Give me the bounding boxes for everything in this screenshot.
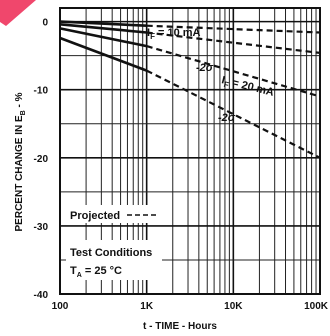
annotation-if-20ma: IF = 20 mA	[220, 74, 275, 101]
annotation-sigma-1: -2σ	[196, 62, 214, 74]
series-s3-measured	[59, 27, 147, 48]
x-tick-label: 1K	[140, 301, 154, 312]
test-conditions-label: Test Conditions	[70, 247, 152, 259]
annotation-sigma-2: -2σ	[218, 112, 236, 124]
ambient-temp-label: TA = 25 °C	[70, 265, 122, 279]
grid	[60, 8, 320, 294]
x-tick-labels: 100 1K 10K 100K	[52, 301, 329, 312]
y-tick-label: -30	[34, 222, 49, 233]
y-tick-labels: 0 -10 -20 -30 -40	[34, 18, 49, 301]
x-tick-label: 10K	[224, 301, 243, 312]
legend-bg	[66, 205, 160, 223]
annotation-if-10ma: IF = 10 mA	[147, 27, 201, 41]
series-s3-projected	[146, 45, 321, 98]
y-axis-label: PERCENT CHANGE IN EB - %	[14, 92, 27, 231]
y-tick-label: 0	[42, 18, 48, 29]
legend-projected-label: Projected	[70, 210, 120, 222]
x-tick-label: 100K	[304, 301, 329, 312]
series-s1-measured	[59, 20, 147, 27]
series-s1-projected	[146, 24, 321, 34]
test-conditions-bg	[66, 240, 162, 280]
series-layer	[59, 20, 321, 159]
series-s4-projected	[146, 69, 321, 159]
corner-marker	[0, 0, 36, 26]
plot-frame	[59, 7, 321, 295]
series-s4-measured	[59, 36, 148, 72]
series-s2-projected	[146, 31, 321, 54]
x-tick-label: 100	[52, 301, 69, 312]
series-s2-measured	[59, 23, 147, 34]
y-tick-label: -20	[34, 154, 49, 165]
y-tick-label: -10	[34, 86, 49, 97]
x-axis-label: t - TIME - Hours	[143, 321, 217, 332]
y-tick-label: -40	[34, 290, 49, 301]
